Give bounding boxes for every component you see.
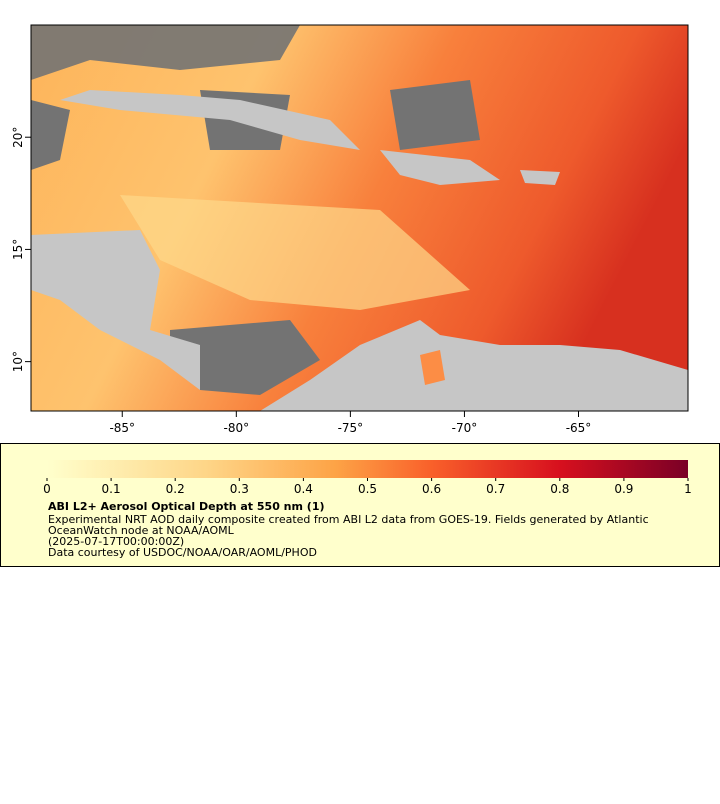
x-tick-label: -75° (338, 421, 364, 435)
legend-line: Data courtesy of USDOC/NOAA/OAR/AOML/PHO… (48, 546, 317, 559)
colorbar-tick-label: 0.7 (486, 482, 505, 496)
colorbar-tick-label: 0.2 (166, 482, 185, 496)
colorbar-tick-label: 0 (43, 482, 51, 496)
axes: -85° -80° -75° -70° -65° 10° 15° 20° (11, 127, 591, 435)
colorbar-ticks: 0 0.1 0.2 0.3 0.4 0.5 0.6 0.7 0.8 0.9 1 (43, 478, 692, 496)
map-image (31, 25, 688, 411)
legend-line: Experimental NRT AOD daily composite cre… (48, 513, 649, 526)
y-tick-label: 15° (11, 239, 25, 260)
x-tick-label: -70° (452, 421, 478, 435)
colorbar-tick-label: 1 (684, 482, 692, 496)
legend-line: OceanWatch node at NOAA/AOML (48, 524, 235, 537)
y-tick-label: 20° (11, 127, 25, 148)
x-tick-label: -65° (566, 421, 592, 435)
x-tick-label: -85° (109, 421, 135, 435)
colorbar-tick-label: 0.9 (614, 482, 633, 496)
map-frame (30, 24, 689, 412)
y-tick-label: 10° (11, 351, 25, 372)
colorbar-tick-label: 0.4 (294, 482, 313, 496)
colorbar-tick-label: 0.3 (230, 482, 249, 496)
colorbar-tick-label: 0.5 (358, 482, 377, 496)
x-tick-label: -80° (224, 421, 250, 435)
colorbar-tick-label: 0.8 (550, 482, 569, 496)
colorbar-tick-label: 0.1 (102, 482, 121, 496)
legend-title: ABI L2+ Aerosol Optical Depth at 550 nm … (48, 500, 325, 513)
colorbar-tick-label: 0.6 (422, 482, 441, 496)
colorbar (47, 460, 688, 478)
legend-line: (2025-07-17T00:00:00Z) (48, 535, 184, 548)
